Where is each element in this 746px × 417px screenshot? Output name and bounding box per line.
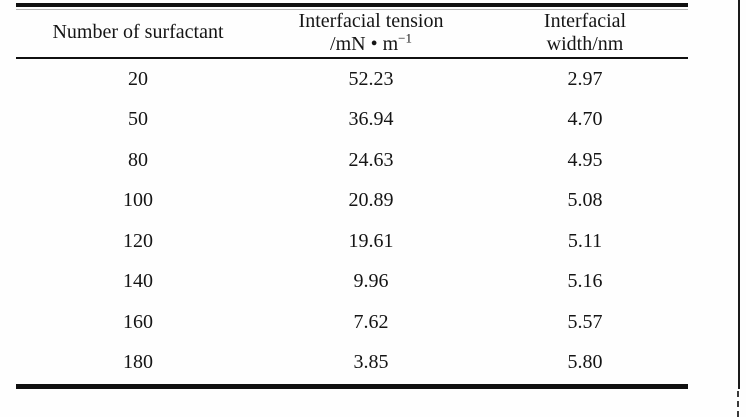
- cell-surfactant-count: 20: [128, 67, 148, 90]
- cell-interfacial-width: 4.95: [567, 148, 603, 171]
- cell-interfacial-width: 5.57: [567, 310, 603, 333]
- header-label-line1: Interfacial: [543, 9, 627, 32]
- table-row: 140 9.96 5.16: [16, 262, 688, 303]
- column-header-interfacial-width: Interfacial width/nm: [482, 8, 688, 57]
- table-body: 20 52.23 2.97 50 36.94 4.70 80 24.63 4.9…: [16, 59, 688, 383]
- cell-interfacial-tension: 24.63: [348, 148, 394, 171]
- cell-interfacial-width: 5.16: [567, 270, 603, 293]
- unit-exponent: −1: [398, 29, 412, 45]
- table-row: 100 20.89 5.08: [16, 181, 688, 222]
- table-bottom-rule: [16, 384, 688, 389]
- table-header-row: Number of surfactant Interfacial tension…: [16, 8, 688, 57]
- cell-interfacial-width: 2.97: [567, 67, 603, 90]
- cell-surfactant-count: 140: [123, 270, 153, 293]
- table-row: 120 19.61 5.11: [16, 221, 688, 262]
- cell-interfacial-tension: 9.96: [353, 270, 389, 293]
- cell-interfacial-width: 5.80: [567, 351, 603, 374]
- table-row: 80 24.63 4.95: [16, 140, 688, 181]
- cell-interfacial-tension: 3.85: [353, 351, 389, 374]
- cell-surfactant-count: 160: [123, 310, 153, 333]
- header-label-line1: Interfacial tension: [298, 9, 444, 32]
- cell-interfacial-tension: 7.62: [353, 310, 389, 333]
- cell-surfactant-count: 80: [128, 148, 148, 171]
- cell-interfacial-width: 5.08: [567, 189, 603, 212]
- table-row: 160 7.62 5.57: [16, 302, 688, 343]
- table-row: 50 36.94 4.70: [16, 100, 688, 141]
- table-top-rule-ghost: [16, 9, 688, 10]
- column-header-interfacial-tension: Interfacial tension /mN • m−1: [260, 8, 482, 57]
- page-scan-edge-line: [738, 0, 740, 389]
- table-row: 20 52.23 2.97: [16, 59, 688, 100]
- cell-interfacial-width: 5.11: [567, 229, 603, 252]
- unit-text: /mN • m: [330, 32, 399, 55]
- header-label-line2: width/nm: [546, 32, 624, 55]
- cell-interfacial-tension: 19.61: [348, 229, 394, 252]
- cell-surfactant-count: 120: [123, 229, 153, 252]
- cell-surfactant-count: 100: [123, 189, 153, 212]
- cell-interfacial-tension: 52.23: [348, 67, 394, 90]
- cell-surfactant-count: 180: [123, 351, 153, 374]
- cell-interfacial-tension: 36.94: [348, 108, 394, 131]
- header-label: Number of surfactant: [52, 21, 224, 43]
- cell-interfacial-tension: 20.89: [348, 189, 394, 212]
- table-row: 180 3.85 5.80: [16, 343, 688, 384]
- page-scan-edge-line-dashed: [737, 391, 739, 417]
- header-label-line2: /mN • m−1: [330, 29, 412, 56]
- table-header-rule: [16, 57, 688, 59]
- column-header-surfactant-count: Number of surfactant: [16, 8, 260, 57]
- table-top-rule: [16, 3, 688, 7]
- cell-interfacial-width: 4.70: [567, 108, 603, 131]
- data-table: Number of surfactant Interfacial tension…: [16, 3, 688, 389]
- cell-surfactant-count: 50: [128, 108, 148, 131]
